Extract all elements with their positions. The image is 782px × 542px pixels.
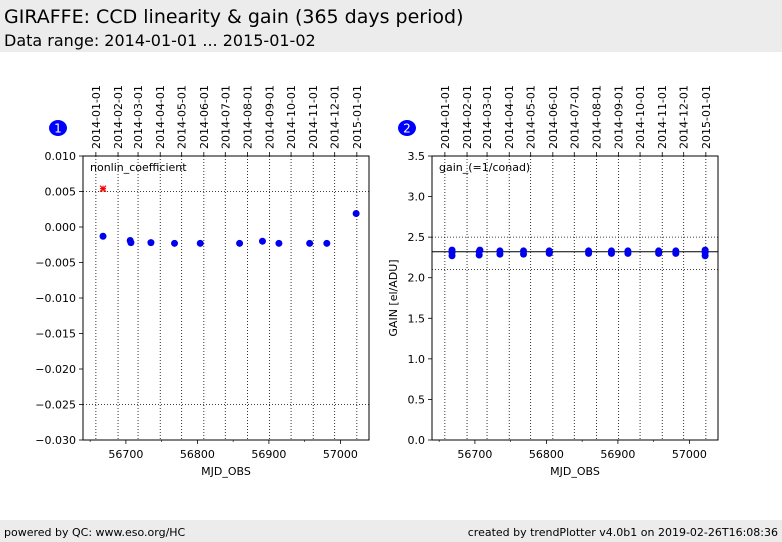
date-tick-label: 2014-05-01 — [176, 85, 189, 149]
data-point — [607, 247, 615, 255]
date-tick-label: 2015-01-01 — [351, 85, 364, 149]
date-tick-label: 2014-08-01 — [590, 85, 603, 149]
data-point — [701, 246, 709, 254]
report-footer: powered by QC: www.eso.org/HC created by… — [0, 520, 782, 542]
x-tick-label: 57000 — [323, 448, 358, 461]
date-tick-label: 2014-07-01 — [219, 85, 232, 149]
data-point — [171, 239, 179, 247]
date-tick-label: 2014-07-01 — [568, 85, 581, 149]
data-point — [236, 239, 244, 247]
date-tick-label: 2014-02-01 — [112, 85, 125, 149]
y-tick-label: −0.025 — [35, 399, 76, 412]
data-point — [196, 239, 204, 247]
data-range-subtitle: Data range: 2014-01-01 ... 2015-01-02 — [4, 31, 316, 50]
x-tick-label: 56800 — [180, 448, 215, 461]
y-tick-label: −0.020 — [35, 363, 76, 376]
x-tick-label: 57000 — [672, 448, 707, 461]
date-tick-label: 2014-02-01 — [461, 85, 474, 149]
y-tick-label: 1.5 — [408, 312, 426, 325]
plot-frame — [82, 155, 370, 441]
data-point — [672, 247, 680, 255]
date-tick-label: 2014-10-01 — [285, 85, 298, 149]
data-point — [127, 239, 135, 247]
data-point — [147, 239, 155, 247]
panel-badge-number: 1 — [54, 122, 62, 136]
y-tick-label: −0.005 — [35, 257, 76, 270]
data-point — [99, 232, 107, 240]
x-tick-label: 56900 — [600, 448, 635, 461]
legend-label: gain_(=1/conad) — [439, 161, 530, 174]
panel-badge-number: 2 — [403, 122, 411, 136]
data-point — [585, 247, 593, 255]
date-tick-label: 2014-12-01 — [678, 85, 691, 149]
chart-panel-1: 2014-01-01 2014-02-01 2014-03-01 2014-04-01… — [35, 85, 370, 478]
data-point — [496, 247, 504, 255]
data-point — [323, 239, 331, 247]
date-tick-label: 2014-04-01 — [154, 85, 167, 149]
data-point — [624, 247, 632, 255]
y-tick-label: 0.010 — [45, 150, 77, 163]
y-tick-label: 3.5 — [408, 150, 426, 163]
y-tick-label: 2.0 — [408, 272, 426, 285]
page-title: GIRAFFE: CCD linearity & gain (365 days … — [4, 6, 464, 28]
data-point — [520, 247, 528, 255]
y-tick-label: 0.005 — [45, 186, 77, 199]
data-point — [258, 237, 266, 245]
x-tick-label: 56900 — [251, 448, 286, 461]
date-tick-label: 2014-09-01 — [613, 85, 626, 149]
y-tick-label: 2.5 — [408, 231, 426, 244]
y-tick-label: 0.0 — [408, 434, 426, 447]
date-tick-label: 2014-09-01 — [264, 85, 277, 149]
date-tick-label: 2014-01-01 — [90, 85, 103, 149]
footer-credit: powered by QC: www.eso.org/HC — [4, 526, 186, 539]
y-axis-label: GAIN [el/ADU] — [387, 259, 400, 336]
charts-area: 2014-01-01 2014-02-01 2014-03-01 2014-04-01… — [35, 85, 719, 478]
date-tick-label: 2014-08-01 — [241, 85, 254, 149]
plot-frame — [431, 155, 719, 441]
x-axis-label: MJD_OBS — [550, 465, 600, 478]
date-tick-label: 2014-05-01 — [525, 85, 538, 149]
y-tick-label: −0.010 — [35, 292, 76, 305]
date-tick-label: 2014-01-01 — [439, 85, 452, 149]
date-tick-label: 2014-06-01 — [198, 85, 211, 149]
data-point — [476, 246, 484, 254]
panel-badge-circle — [398, 120, 416, 136]
x-tick-label: 56700 — [108, 448, 143, 461]
date-tick-label: 2014-06-01 — [547, 85, 560, 149]
y-tick-label: 0.000 — [45, 221, 77, 234]
y-tick-label: −0.015 — [35, 328, 76, 341]
x-tick-label: 56700 — [457, 448, 492, 461]
chart-panel-2: 2014-01-01 2014-02-01 2014-03-01 2014-04-01… — [387, 85, 719, 478]
y-tick-label: 3.0 — [408, 191, 426, 204]
data-point — [448, 246, 456, 254]
data-point — [655, 247, 663, 255]
legend-label: nonlin_coefficient — [90, 161, 187, 174]
date-tick-label: 2014-11-01 — [656, 85, 669, 149]
date-tick-label: 2014-03-01 — [481, 85, 494, 149]
y-tick-label: −0.030 — [35, 434, 76, 447]
date-tick-label: 2014-11-01 — [307, 85, 320, 149]
date-tick-label: 2014-04-01 — [503, 85, 516, 149]
date-tick-label: 2015-01-01 — [700, 85, 713, 149]
data-point — [352, 210, 360, 218]
y-tick-label: 0.5 — [408, 393, 426, 406]
data-point — [306, 239, 314, 247]
footer-generator: created by trendPlotter v4.0b1 on 2019-0… — [467, 526, 778, 539]
date-tick-label: 2014-12-01 — [329, 85, 342, 149]
date-tick-label: 2014-03-01 — [132, 85, 145, 149]
panel-badge-circle — [49, 120, 67, 136]
x-tick-label: 56800 — [529, 448, 564, 461]
data-point — [545, 247, 553, 255]
x-axis-label: MJD_OBS — [201, 465, 251, 478]
report-header: GIRAFFE: CCD linearity & gain (365 days … — [0, 0, 782, 52]
y-tick-label: 1.0 — [408, 353, 426, 366]
date-tick-label: 2014-10-01 — [634, 85, 647, 149]
data-point — [275, 239, 283, 247]
